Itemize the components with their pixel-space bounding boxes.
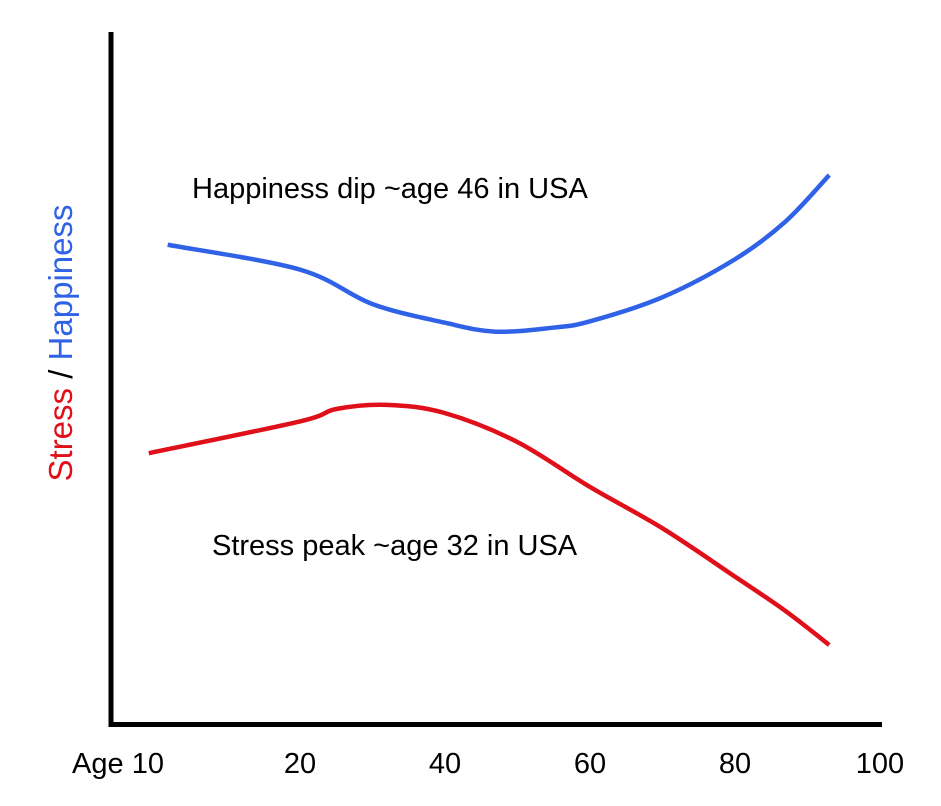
x-tick-label: 80 — [719, 748, 751, 780]
curves — [148, 173, 831, 647]
happiness-curve — [167, 173, 831, 335]
y-axis-label-part: Happiness — [42, 205, 79, 361]
stress-curve — [148, 402, 831, 647]
x-tick-label: 40 — [429, 748, 461, 780]
annotation-stress: Stress peak ~age 32 in USA — [212, 530, 578, 562]
y-axis-label: Stress / Happiness — [42, 205, 79, 482]
annotation-happiness: Happiness dip ~age 46 in USA — [192, 173, 588, 205]
x-tick-label: 20 — [284, 748, 316, 780]
y-axis-label-part: Stress — [42, 388, 79, 482]
x-tick-label: 100 — [856, 748, 904, 780]
x-tick-label: 60 — [574, 748, 606, 780]
x-tick-labels: Age 10 20 40 60 80 100 — [72, 748, 904, 780]
x-tick-label: Age 10 — [72, 748, 164, 780]
y-axis-label-part: / — [42, 360, 79, 388]
